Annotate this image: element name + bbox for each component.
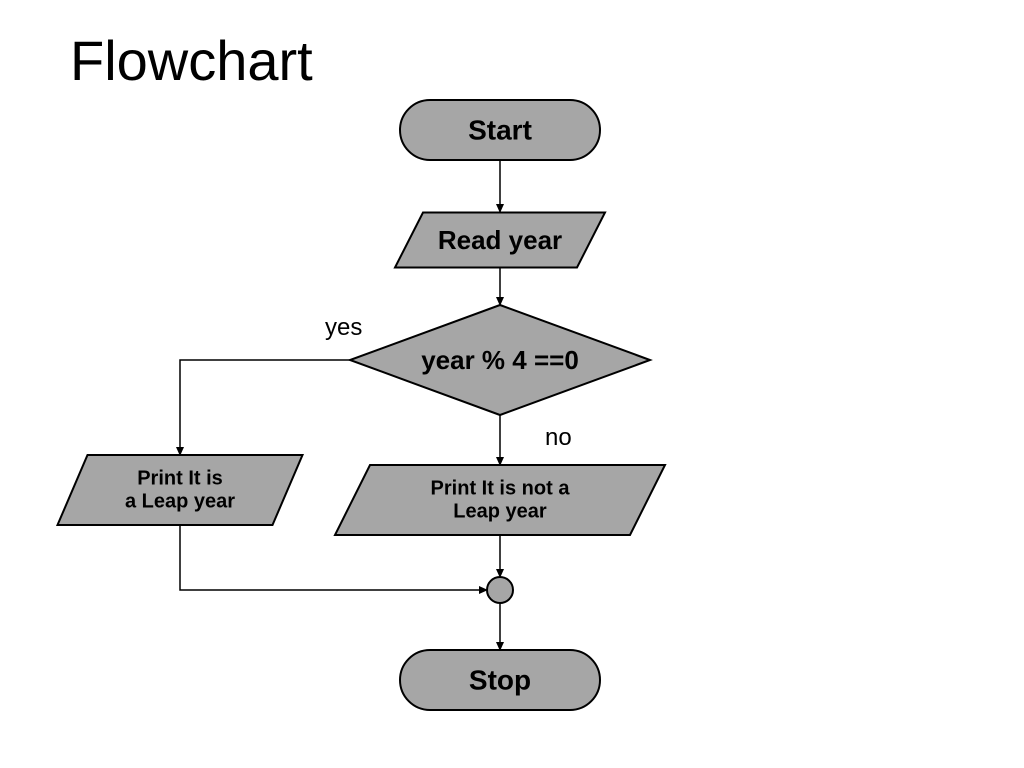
node-leap: Print It isa Leap year	[58, 455, 303, 525]
node-leap-label-1: a Leap year	[125, 491, 235, 513]
node-decision: year % 4 ==0	[350, 305, 650, 415]
node-notleap: Print It is not aLeap year	[335, 465, 665, 535]
node-start-label: Start	[468, 115, 532, 146]
node-stop: Stop	[400, 650, 600, 710]
node-read: Read year	[395, 213, 605, 268]
node-start: Start	[400, 100, 600, 160]
flowchart-canvas: Start Read year year % 4 ==0 Print It isa L…	[0, 0, 1024, 768]
edge-label-no: no	[545, 424, 572, 451]
node-decision-label: year % 4 ==0	[421, 345, 579, 375]
node-read-label: Read year	[438, 225, 562, 255]
node-stop-label: Stop	[469, 665, 531, 696]
edge-label-yes: yes	[325, 314, 362, 341]
edge-decision_left_yes-leap_top	[180, 360, 350, 455]
node-notleap-label-0: Print It is not a	[431, 478, 571, 500]
node-connector	[487, 577, 513, 603]
node-leap-label-0: Print It is	[137, 468, 223, 490]
node-notleap-label-1: Leap year	[453, 501, 547, 523]
